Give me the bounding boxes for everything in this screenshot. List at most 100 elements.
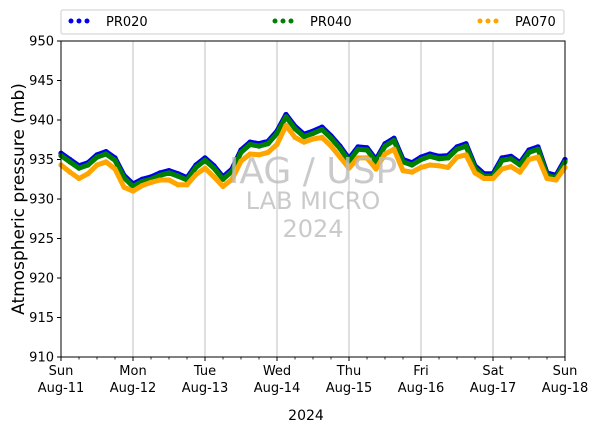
data-point xyxy=(85,162,91,168)
data-point xyxy=(94,154,100,160)
y-tick-label: 950 xyxy=(29,35,54,50)
data-point xyxy=(211,165,217,171)
data-point xyxy=(301,139,307,145)
data-point xyxy=(166,177,172,183)
data-point xyxy=(247,151,253,157)
y-axis: 910 915 920 925 930 935 940 945 950 xyxy=(29,35,61,366)
data-point xyxy=(499,166,505,172)
data-point xyxy=(121,184,127,190)
data-point xyxy=(463,152,469,158)
data-point xyxy=(418,156,424,163)
x-tick-label-date: Aug-14 xyxy=(254,381,301,396)
data-point xyxy=(454,146,460,152)
data-point xyxy=(310,136,316,142)
data-point xyxy=(256,143,262,149)
data-point xyxy=(238,158,244,164)
legend-marker xyxy=(68,18,74,24)
x-tick-label-date: Aug-17 xyxy=(470,381,517,396)
data-point xyxy=(535,154,541,160)
data-point xyxy=(292,134,298,140)
data-point xyxy=(193,164,199,170)
x-tick-label-day: Sun xyxy=(49,364,74,379)
data-point xyxy=(166,170,172,176)
data-point xyxy=(247,141,253,148)
data-point xyxy=(427,162,433,168)
data-point xyxy=(472,170,478,176)
data-point xyxy=(310,130,316,136)
data-point xyxy=(454,154,460,160)
y-tick-label: 920 xyxy=(29,272,54,287)
data-point xyxy=(355,146,361,152)
legend-marker xyxy=(485,18,491,24)
data-point xyxy=(409,162,415,168)
data-point xyxy=(76,165,82,171)
data-point xyxy=(517,169,523,175)
data-point xyxy=(238,149,244,155)
data-point xyxy=(67,159,73,165)
data-point xyxy=(526,149,532,155)
series-pa070 xyxy=(58,122,568,194)
legend-marker xyxy=(493,18,499,24)
data-point xyxy=(130,188,136,194)
data-point xyxy=(202,165,208,171)
legend-label: PA070 xyxy=(515,15,556,30)
data-point xyxy=(337,154,343,160)
data-point xyxy=(319,134,325,140)
y-tick-label: 910 xyxy=(29,351,54,366)
data-point xyxy=(409,169,415,175)
data-point xyxy=(508,164,514,170)
data-point xyxy=(499,157,505,163)
x-tick-label-date: Aug-12 xyxy=(110,381,157,396)
data-point xyxy=(148,179,154,185)
data-point xyxy=(436,156,442,162)
data-point xyxy=(175,173,181,179)
x-tick-label-day: Thu xyxy=(336,364,361,379)
data-point xyxy=(301,134,307,140)
data-point xyxy=(76,175,82,182)
y-tick-label: 935 xyxy=(29,153,54,168)
legend-label: PR040 xyxy=(310,15,352,30)
data-point xyxy=(94,162,100,168)
x-tick-label-day: Mon xyxy=(119,364,146,379)
data-point xyxy=(436,163,442,169)
data-point xyxy=(445,164,451,170)
data-point xyxy=(364,155,370,161)
y-tick-label: 940 xyxy=(29,114,54,129)
legend-marker xyxy=(272,18,278,24)
data-point xyxy=(481,175,487,182)
data-point xyxy=(283,114,289,120)
data-point xyxy=(544,175,550,182)
data-point xyxy=(382,151,388,157)
data-point xyxy=(373,166,379,172)
data-point xyxy=(526,156,532,163)
data-point xyxy=(490,175,496,182)
data-point xyxy=(139,183,145,189)
x-tick-label-date: Aug-13 xyxy=(182,381,229,396)
legend-entries: PR020 PR040 PA070 xyxy=(68,15,556,30)
legend-label: PR020 xyxy=(106,15,148,30)
data-point xyxy=(256,152,262,158)
data-point xyxy=(184,182,190,188)
data-point xyxy=(535,146,541,152)
x-tick-label-day: Fri xyxy=(413,364,429,379)
data-point xyxy=(391,146,397,152)
data-point xyxy=(265,141,271,147)
legend-marker xyxy=(84,18,90,24)
watermark-line: LAB MICRO xyxy=(246,187,381,215)
legend-frame xyxy=(60,9,565,35)
data-point xyxy=(391,137,397,144)
legend-marker xyxy=(477,18,483,24)
data-point xyxy=(157,172,163,178)
data-point xyxy=(67,169,73,175)
data-point xyxy=(112,166,118,172)
x-tick-label-date: Aug-18 xyxy=(542,381,589,396)
data-series xyxy=(58,111,568,194)
data-point xyxy=(355,155,361,161)
data-point xyxy=(85,171,91,177)
data-point xyxy=(202,157,208,163)
data-point xyxy=(229,176,235,182)
